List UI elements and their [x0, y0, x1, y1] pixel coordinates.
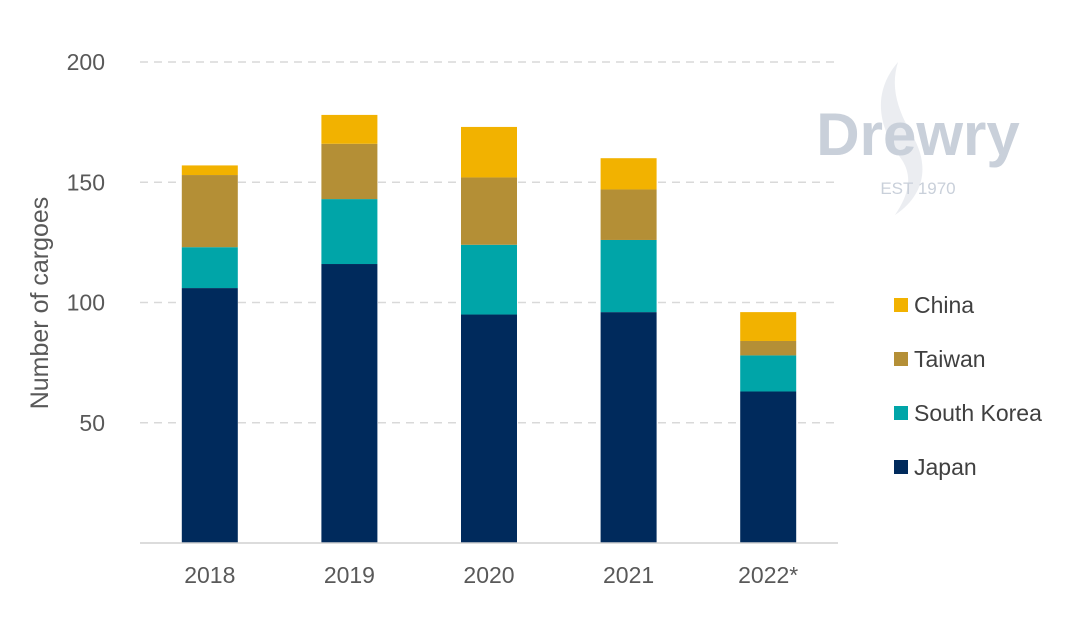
x-tick-label: 2020: [463, 562, 514, 588]
bar-segment-japan: [181, 288, 238, 543]
bar-segment-taiwan: [740, 340, 797, 356]
gridlines: [140, 61, 838, 424]
bar-segment-japan: [321, 264, 378, 543]
legend-label: China: [914, 292, 974, 318]
y-axis-title: Number of cargoes: [26, 197, 54, 410]
bar-segment-taiwan: [321, 143, 378, 200]
bar-segment-south-korea: [461, 244, 517, 315]
y-tick-label: 100: [67, 290, 105, 316]
bar-segment-taiwan: [461, 177, 517, 245]
legend-swatch: [894, 460, 908, 474]
bar-segment-south-korea: [600, 239, 657, 313]
legend-label: Taiwan: [914, 346, 986, 372]
bar-segment-south-korea: [740, 355, 797, 392]
bar-segment-china: [600, 158, 657, 190]
bar-segment-china: [181, 165, 238, 176]
x-axis-ticks: 2018 2019 2020 2021 2022*: [184, 562, 798, 588]
drewry-watermark: Drewry EST 1970: [816, 62, 1020, 215]
legend-label: South Korea: [914, 400, 1042, 426]
bar-segment-south-korea: [321, 199, 378, 265]
bar-segment-japan: [461, 314, 517, 543]
bar-segment-china: [740, 312, 797, 341]
bar-segment-japan: [740, 391, 797, 543]
x-tick-label: 2021: [603, 562, 654, 588]
flame-logo-icon: [880, 62, 923, 215]
legend-swatch: [894, 406, 908, 420]
bar-segment-south-korea: [181, 247, 238, 289]
watermark-tagline: EST 1970: [880, 179, 955, 198]
x-tick-label: 2019: [324, 562, 375, 588]
y-tick-label: 50: [79, 410, 105, 436]
x-tick-label: 2022*: [738, 562, 798, 588]
bar-segment-china: [461, 126, 517, 178]
watermark-brand: Drewry: [816, 101, 1020, 168]
bar-segment-china: [321, 114, 378, 144]
bars: [181, 114, 797, 543]
x-tick-label: 2018: [184, 562, 235, 588]
y-tick-label: 150: [67, 169, 105, 195]
y-tick-label: 200: [67, 49, 105, 75]
legend-swatch: [894, 298, 908, 312]
y-axis-ticks: 50 100 150 200: [67, 49, 105, 436]
bar-segment-japan: [600, 312, 657, 543]
legend: China Taiwan South Korea Japan: [894, 292, 1042, 480]
legend-label: Japan: [914, 454, 977, 480]
legend-swatch: [894, 352, 908, 366]
bar-segment-taiwan: [600, 189, 657, 240]
bar-segment-taiwan: [181, 175, 238, 248]
